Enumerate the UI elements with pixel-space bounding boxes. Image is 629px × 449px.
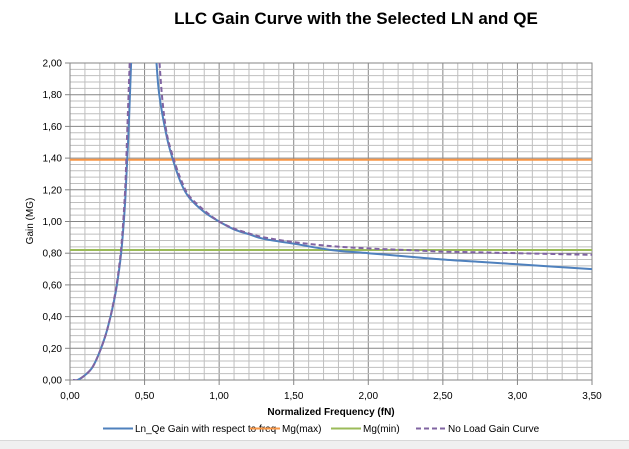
x-tick-label: 0,00: [60, 391, 80, 402]
y-axis-label: Gain (MG): [25, 198, 36, 245]
y-tick-label: 1,60: [43, 122, 63, 133]
x-tick-label: 3,50: [582, 391, 602, 402]
y-tick-label: 0,20: [43, 344, 63, 355]
legend: Ln_Qe Gain with respect to freq Mg(max) Mg…: [103, 424, 540, 435]
x-tick-label: 0,50: [135, 391, 155, 402]
window-bottom-edge: [0, 440, 629, 449]
y-tick-label: 0,00: [43, 376, 63, 387]
y-tick-label: 0,40: [43, 312, 63, 323]
x-tick-label: 3,00: [508, 391, 528, 402]
y-tick-label: 1,00: [43, 217, 63, 228]
legend-label-mg-min: Mg(min): [363, 424, 400, 435]
x-tick-label: 1,00: [209, 391, 229, 402]
grid: [69, 62, 593, 381]
y-tick-label: 1,40: [43, 154, 63, 165]
x-tick-label: 2,50: [433, 391, 453, 402]
x-tick-label: 2,00: [359, 391, 379, 402]
legend-label-no-load-gain-curve: No Load Gain Curve: [448, 424, 540, 435]
x-axis-ticks: 0,00 0,50 1,00 1,50 2,00 2,50 3,00 3,50: [60, 380, 602, 402]
legend-label-ln-qe-gain-with-respect-to-freq: Ln_Qe Gain with respect to freq: [135, 424, 276, 435]
y-tick-label: 1,20: [43, 185, 63, 196]
x-tick-label: 1,50: [284, 391, 304, 402]
chart-title: LLC Gain Curve with the Selected LN and …: [174, 9, 538, 28]
y-tick-label: 0,60: [43, 280, 63, 291]
plot-lines: [70, 63, 592, 380]
chart-background: [0, 0, 629, 440]
y-tick-label: 1,80: [43, 90, 63, 101]
y-tick-label: 2,00: [43, 59, 63, 70]
x-axis-label: Normalized Frequency (fN): [267, 407, 394, 418]
legend-label-mg-max: Mg(max): [282, 424, 321, 435]
series-line-no-load-gain-curve: [73, 63, 131, 380]
series-line-no-load-gain-curve: [158, 63, 592, 256]
chart: LLC Gain Curve with the Selected LN and …: [0, 0, 629, 440]
y-tick-label: 0,80: [43, 249, 63, 260]
y-axis-ticks: 0,00 0,20 0,40 0,60 0,80 1,00 1,20 1,40 1,60 1,80…: [43, 59, 70, 387]
